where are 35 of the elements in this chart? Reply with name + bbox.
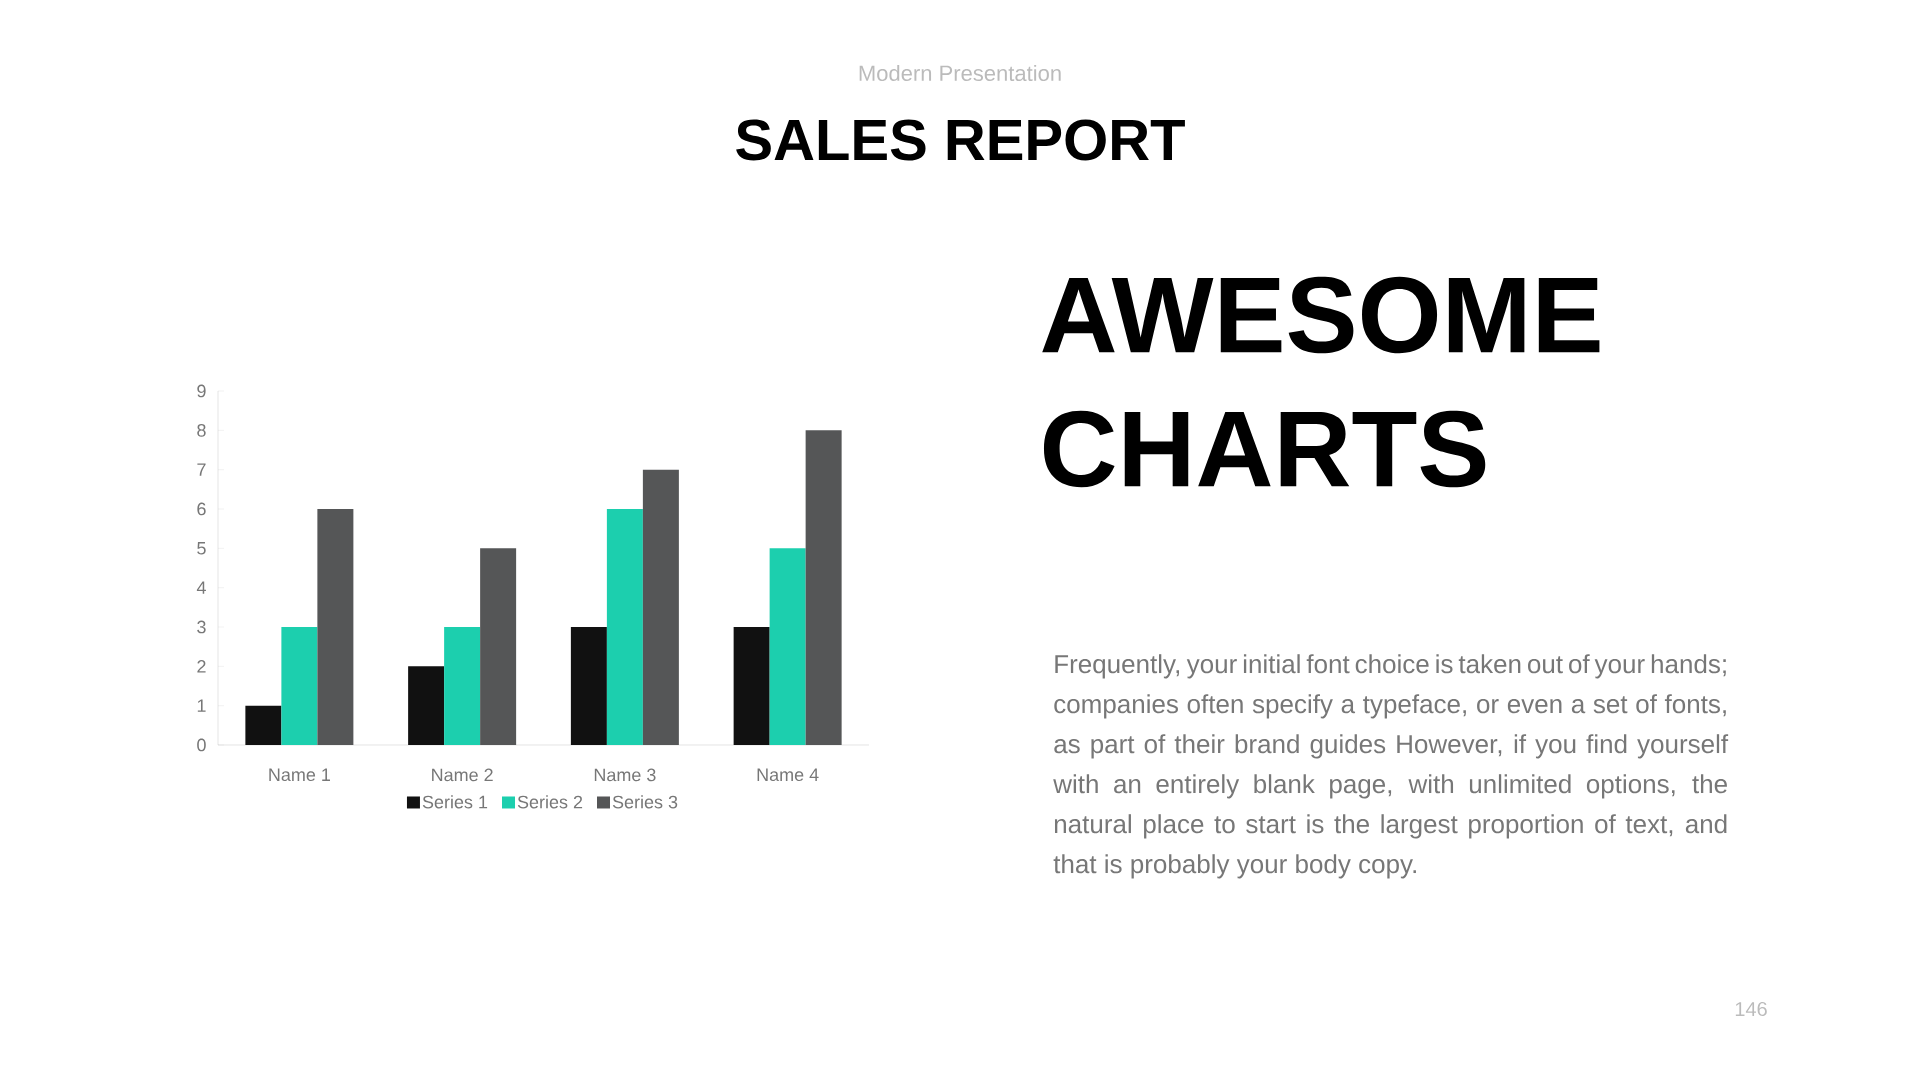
- text: Modern Presentation: [859, 64, 1061, 82]
- x-tick-label: Name 4: [757, 768, 819, 782]
- y-tick-label: 4: [196, 581, 206, 594]
- legend-label: Series 1: [422, 795, 488, 809]
- y-tick-label: 6: [197, 502, 206, 516]
- bar: [805, 430, 842, 745]
- bar: [281, 627, 318, 745]
- text: CHARTS: [1043, 410, 1486, 488]
- text: 146: [1735, 1001, 1767, 1017]
- bar: [733, 627, 770, 745]
- y-tick-label: 5: [197, 542, 206, 555]
- text: Frequently, your initial font choice is taken out of your hands; companies often specify a typeface, or even a set of fonts, as part of their brand guides However, if you find yourself with an entirely blank page, with unlimited options, the natural place to start is the largest proportion of text, and that is probably your body copy.: [1053, 654, 1729, 879]
- legend-label: Series 2: [517, 795, 583, 809]
- x-tick-label: Name 1: [269, 768, 330, 782]
- bar: [245, 705, 282, 745]
- legend-label: Series 3: [612, 795, 678, 809]
- bar: [408, 666, 445, 745]
- y-tick-label: 3: [197, 620, 206, 634]
- y-tick-label: 8: [197, 423, 206, 437]
- y-tick-label: 7: [197, 463, 206, 476]
- y-tick-label: 9: [197, 384, 206, 398]
- bar: [480, 548, 517, 745]
- bar: [769, 548, 806, 745]
- bar: [642, 469, 679, 745]
- y-tick-label: 1: [197, 699, 206, 712]
- chart-title: SALES REPORT: [736, 119, 1185, 161]
- y-tick-label: 2: [197, 660, 206, 673]
- x-tick-label: Name 3: [594, 768, 656, 782]
- bar: [444, 627, 481, 745]
- bar: [317, 509, 354, 745]
- x-tick-label: Name 2: [432, 768, 493, 782]
- bar: [606, 509, 643, 745]
- y-tick-label: 0: [197, 738, 206, 752]
- text: AWESOME: [1042, 276, 1600, 354]
- bar: [570, 627, 607, 745]
